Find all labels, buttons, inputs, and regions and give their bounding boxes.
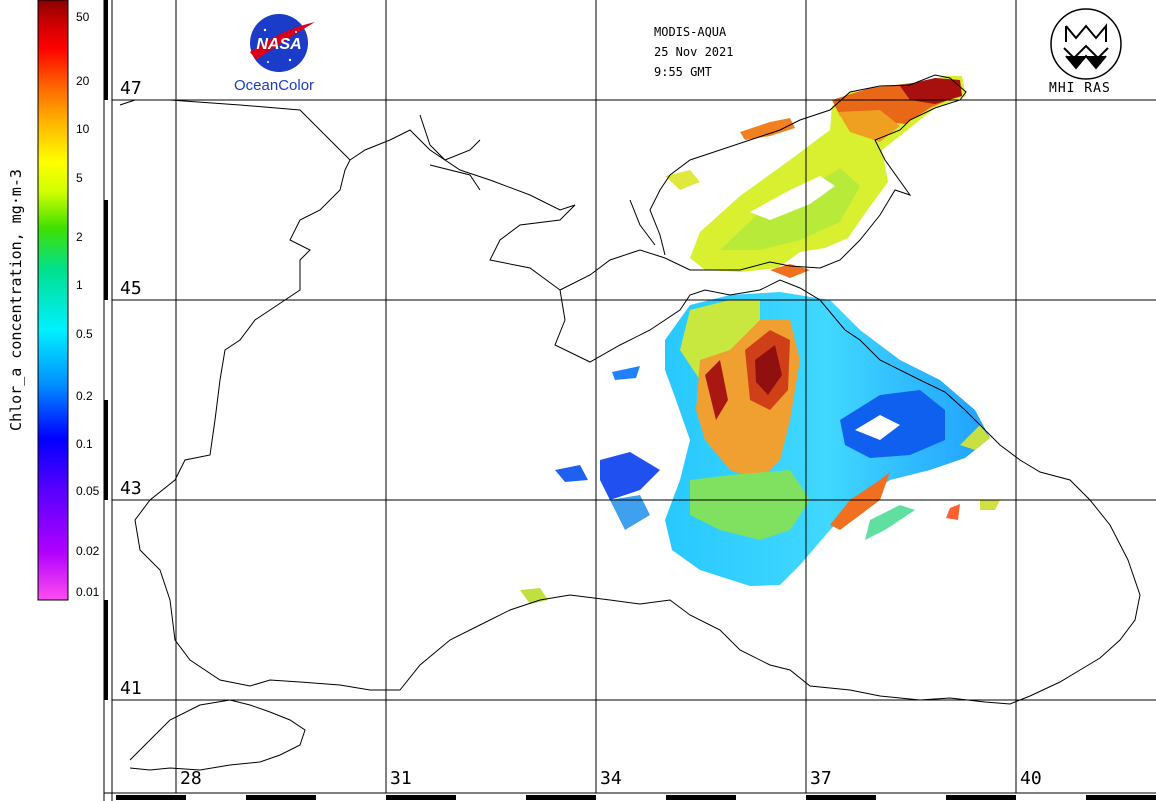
colorbar-tick-5: 5	[76, 171, 83, 185]
colorbar-tick-2: 2	[76, 230, 83, 244]
lon-label-37: 37	[810, 768, 832, 789]
lon-label-28: 28	[180, 768, 202, 789]
colorbar-tick-0.05: 0.05	[76, 484, 100, 498]
nasa-logo: NASA	[250, 14, 315, 72]
coastline	[119, 74, 1141, 771]
colorbar-tick-0.01: 0.01	[76, 585, 100, 599]
colorbar-tick-20: 20	[76, 74, 90, 88]
sensor-label: MODIS-AQUA	[654, 25, 727, 39]
lat-label-45: 45	[120, 278, 142, 299]
lat-label-41: 41	[120, 678, 142, 699]
colorbar-tick-0.2: 0.2	[76, 389, 93, 403]
colorbar-tick-1: 1	[76, 278, 83, 292]
colorbar-tick-10: 10	[76, 122, 90, 136]
mhi-ras-logo	[1050, 8, 1122, 80]
left-ruler	[103, 0, 113, 801]
lon-label-31: 31	[390, 768, 412, 789]
lon-label-40: 40	[1020, 768, 1042, 789]
lat-lon-grid	[112, 0, 1156, 793]
colorbar	[37, 0, 69, 601]
colorbar-tick-50: 50	[76, 10, 90, 24]
lat-label-43: 43	[120, 478, 142, 499]
mhi-ras-caption: MHI RAS	[1049, 81, 1111, 96]
colorbar-tick-0.02: 0.02	[76, 544, 100, 558]
colorbar-tick-0.1: 0.1	[76, 437, 93, 451]
svg-text:NASA: NASA	[256, 36, 301, 53]
colorbar-tick-0.5: 0.5	[76, 327, 93, 341]
date-label: 25 Nov 2021	[654, 45, 734, 59]
time-label: 9:55 GMT	[654, 65, 712, 79]
chlorophyll-data-azov	[665, 76, 966, 278]
lon-label-34: 34	[600, 768, 622, 789]
bottom-ruler	[104, 792, 1156, 800]
lat-label-47: 47	[120, 78, 142, 99]
chlorophyll-data-sea	[520, 292, 1000, 604]
oceancolor-caption: OceanColor	[234, 77, 315, 94]
